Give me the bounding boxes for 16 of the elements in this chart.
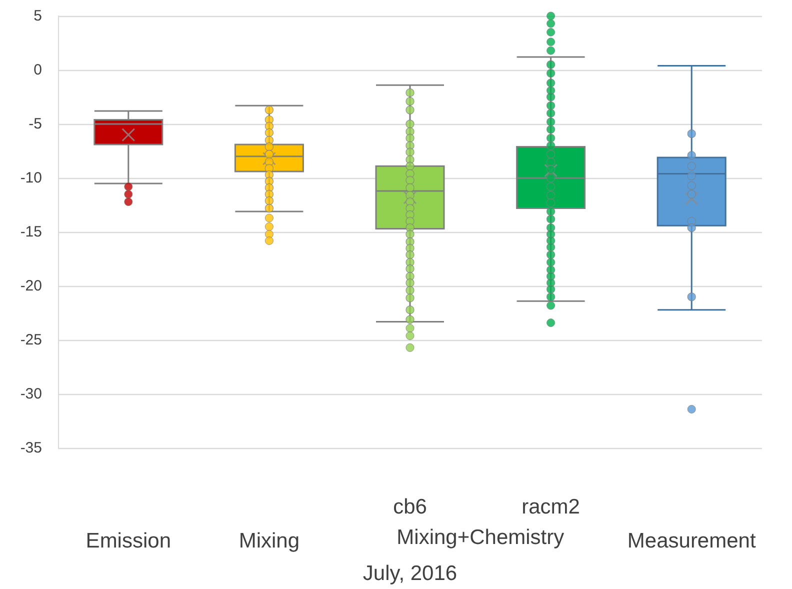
y-tick-label: -25 [20, 332, 42, 349]
x-tick-label: Measurement [627, 530, 756, 553]
x-tick-label: Emission [86, 530, 171, 553]
x-axis-title: July, 2016 [362, 562, 458, 585]
text: Mixing+Chemistry [396, 526, 565, 550]
y-tick-label: -15 [20, 224, 42, 241]
y-tick-label: -5 [28, 116, 42, 133]
y-tick-label: 0 [34, 62, 42, 79]
y-tick-label: -35 [20, 440, 42, 457]
y-tick-label: -20 [20, 278, 42, 295]
x-tick-label: cb6 [393, 496, 427, 519]
y-tick-label: 5 [34, 8, 42, 24]
y-tick-label: -30 [20, 386, 42, 403]
x-tick-label: Mixing [238, 530, 300, 553]
x-tick-label: racm2 [522, 496, 580, 519]
y-tick-label: -10 [20, 170, 42, 187]
